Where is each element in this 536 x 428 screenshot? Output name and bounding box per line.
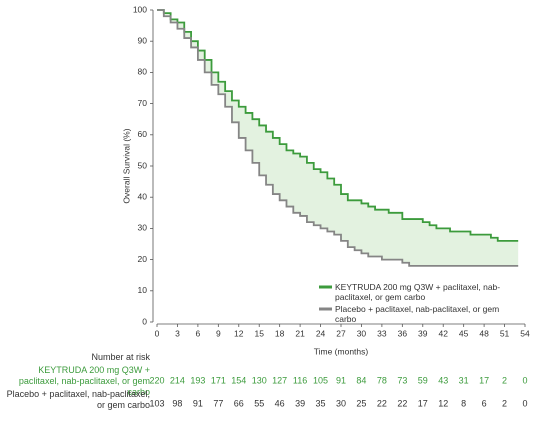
y-tick-label: 0: [142, 316, 147, 326]
x-tick-label: 12: [234, 328, 244, 338]
y-tick-label: 100: [133, 4, 147, 14]
at-risk-row-label: Placebo + paclitaxel, nab-paclitaxel, or…: [6, 389, 150, 410]
x-tick-label: 15: [254, 328, 264, 338]
at-risk-count: 2: [502, 398, 507, 408]
y-tick-label: 80: [138, 67, 148, 77]
at-risk-count: 43: [438, 375, 448, 385]
at-risk-count: 73: [397, 375, 407, 385]
at-risk-count: 22: [397, 398, 407, 408]
at-risk-count: 25: [356, 398, 366, 408]
x-tick-label: 3: [175, 328, 180, 338]
at-risk-count: 8: [461, 398, 466, 408]
y-tick-label: 10: [138, 285, 148, 295]
at-risk-count: 39: [295, 398, 305, 408]
y-tick-label: 30: [138, 223, 148, 233]
at-risk-count: 31: [459, 375, 469, 385]
at-risk-count: 171: [211, 375, 226, 385]
at-risk-count: 59: [418, 375, 428, 385]
x-tick-label: 48: [479, 328, 489, 338]
at-risk-count: 91: [193, 398, 203, 408]
at-risk-count: 22: [377, 398, 387, 408]
x-tick-label: 54: [520, 328, 530, 338]
at-risk-count: 214: [170, 375, 185, 385]
at-risk-count: 84: [356, 375, 366, 385]
survival-curve: [157, 9, 519, 267]
y-tick-label: 60: [138, 129, 148, 139]
at-risk-count: 46: [275, 398, 285, 408]
at-risk-count: 55: [254, 398, 264, 408]
at-risk-count: 17: [479, 375, 489, 385]
at-risk-count: 35: [316, 398, 326, 408]
at-risk-count: 2: [502, 375, 507, 385]
at-risk-count: 17: [418, 398, 428, 408]
difference-fill: [157, 10, 519, 266]
y-tick-label: 50: [138, 160, 148, 170]
x-tick-label: 21: [295, 328, 305, 338]
at-risk-count: 77: [213, 398, 223, 408]
legend-label: Placebo + paclitaxel, nab-paclitaxel, or…: [335, 304, 500, 324]
at-risk-count: 98: [172, 398, 182, 408]
at-risk-count: 78: [377, 375, 387, 385]
at-risk-count: 116: [293, 375, 307, 385]
y-tick-label: 40: [138, 191, 148, 201]
y-tick-label: 70: [138, 98, 148, 108]
at-risk-count: 130: [252, 375, 267, 385]
x-tick-label: 51: [500, 328, 510, 338]
at-risk-count: 220: [149, 375, 164, 385]
x-tick-label: 39: [418, 328, 428, 338]
at-risk-row-label: KEYTRUDA 200 mg Q3W + paclitaxel, nab-pa…: [18, 365, 150, 397]
at-risk-count: 103: [149, 398, 164, 408]
legend-label: KEYTRUDA 200 mg Q3W + paclitaxel, nab-pa…: [335, 282, 501, 302]
x-tick-label: 30: [357, 328, 367, 338]
x-tick-label: 45: [459, 328, 469, 338]
y-axis-label: Overall Survival (%): [121, 128, 131, 203]
at-risk-count: 66: [234, 398, 244, 408]
x-tick-label: 0: [155, 328, 160, 338]
at-risk-count: 0: [522, 375, 527, 385]
x-tick-label: 36: [398, 328, 408, 338]
x-tick-label: 27: [336, 328, 346, 338]
at-risk-count: 12: [438, 398, 448, 408]
at-risk-count: 105: [313, 375, 328, 385]
x-tick-label: 9: [216, 328, 221, 338]
at-risk-title: Number at risk: [91, 352, 150, 362]
at-risk-count: 154: [231, 375, 246, 385]
x-axis-label: Time (months): [314, 346, 369, 356]
x-tick-label: 18: [275, 328, 285, 338]
x-tick-label: 6: [196, 328, 201, 338]
survival-curve: [157, 9, 519, 242]
at-risk-count: 30: [336, 398, 346, 408]
x-tick-label: 42: [438, 328, 448, 338]
at-risk-count: 127: [272, 375, 287, 385]
y-tick-label: 20: [138, 254, 148, 264]
x-tick-label: 24: [316, 328, 326, 338]
at-risk-count: 193: [190, 375, 205, 385]
at-risk-count: 0: [522, 398, 527, 408]
x-tick-label: 33: [377, 328, 387, 338]
y-tick-label: 90: [138, 35, 148, 45]
at-risk-count: 6: [482, 398, 487, 408]
at-risk-count: 91: [336, 375, 346, 385]
